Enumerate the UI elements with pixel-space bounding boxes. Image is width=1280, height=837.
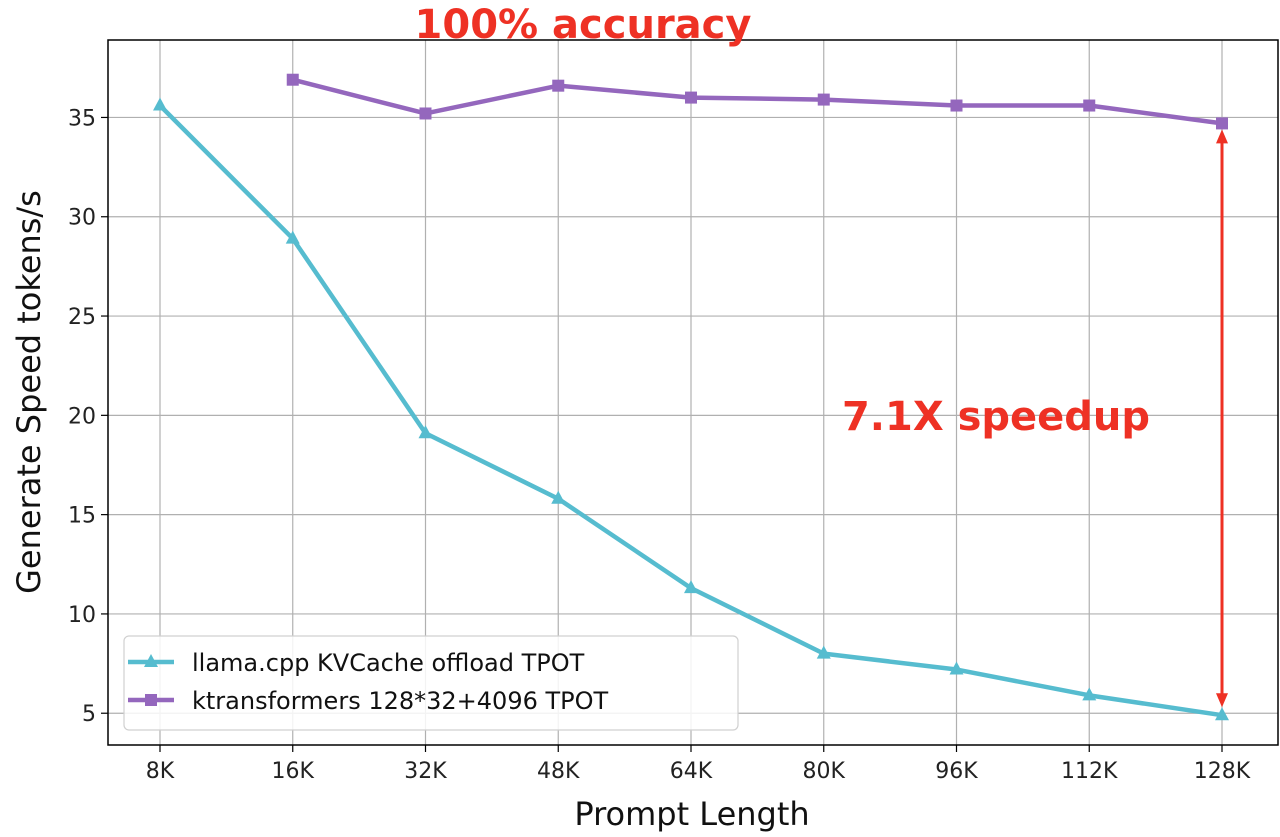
x-axis-label: Prompt Length bbox=[574, 795, 809, 833]
data-point-1 bbox=[950, 99, 963, 112]
chart-title: 100% accuracy bbox=[415, 2, 752, 48]
y-axis-label: Generate Speed tokens/s bbox=[10, 190, 48, 594]
annotations bbox=[1216, 129, 1228, 708]
speedup-annotation: 7.1X speedup bbox=[842, 394, 1150, 440]
plot-frame bbox=[107, 39, 1279, 746]
x-tick-label: 112K bbox=[1061, 759, 1118, 784]
x-tick-label: 48K bbox=[537, 759, 580, 784]
data-point-0 bbox=[1215, 707, 1229, 721]
data-point-0 bbox=[684, 580, 698, 594]
data-point-1 bbox=[552, 79, 565, 92]
data-point-0 bbox=[949, 661, 964, 675]
legend-label-1: ktransformers 128*32+4096 TPOT bbox=[192, 687, 609, 715]
x-tick-label: 32K bbox=[404, 759, 447, 784]
y-tick-label: 20 bbox=[68, 404, 96, 429]
speedup-arrow-head-top bbox=[1216, 129, 1228, 144]
legend-marker-1 bbox=[145, 694, 157, 706]
series-layer bbox=[153, 73, 1229, 721]
y-tick-label: 5 bbox=[82, 702, 96, 727]
data-point-0 bbox=[418, 425, 433, 439]
data-point-0 bbox=[153, 97, 167, 111]
speedup-arrow-head-bottom bbox=[1216, 693, 1228, 708]
series-line-1 bbox=[292, 77, 1223, 126]
data-point-1 bbox=[286, 73, 299, 86]
axes: 8K 16K 32K 48K 64K 80K 96K 112K 128K 5 10 15 20 25 30 3… bbox=[68, 39, 1279, 784]
y-tick-label: 15 bbox=[68, 504, 96, 529]
legend-box bbox=[123, 635, 739, 731]
data-point-1 bbox=[1216, 117, 1228, 130]
data-point-0 bbox=[285, 230, 300, 244]
x-tick-label: 80K bbox=[803, 759, 846, 784]
y-tick-label: 30 bbox=[68, 206, 96, 231]
x-tick-label: 64K bbox=[670, 759, 713, 784]
y-tick-label: 10 bbox=[68, 603, 96, 628]
legend-marker-0 bbox=[144, 654, 158, 667]
data-point-1 bbox=[419, 107, 432, 120]
y-tick-label: 25 bbox=[68, 305, 96, 330]
x-tick-label: 96K bbox=[935, 759, 978, 784]
x-tick-label: 16K bbox=[272, 759, 315, 784]
data-point-1 bbox=[817, 93, 830, 106]
data-point-1 bbox=[685, 91, 697, 104]
grid bbox=[108, 40, 1278, 745]
x-tick-label: 128K bbox=[1194, 759, 1251, 784]
data-point-1 bbox=[1083, 99, 1096, 112]
legend-label-0: llama.cpp KVCache offload TPOT bbox=[192, 649, 585, 677]
data-point-0 bbox=[816, 645, 831, 659]
data-point-0 bbox=[1082, 687, 1097, 701]
x-tick-label: 8K bbox=[146, 759, 175, 784]
y-tick-label: 35 bbox=[68, 106, 96, 131]
data-point-0 bbox=[551, 490, 566, 504]
legend: llama.cpp KVCache offload TPOT ktransform… bbox=[123, 635, 739, 731]
